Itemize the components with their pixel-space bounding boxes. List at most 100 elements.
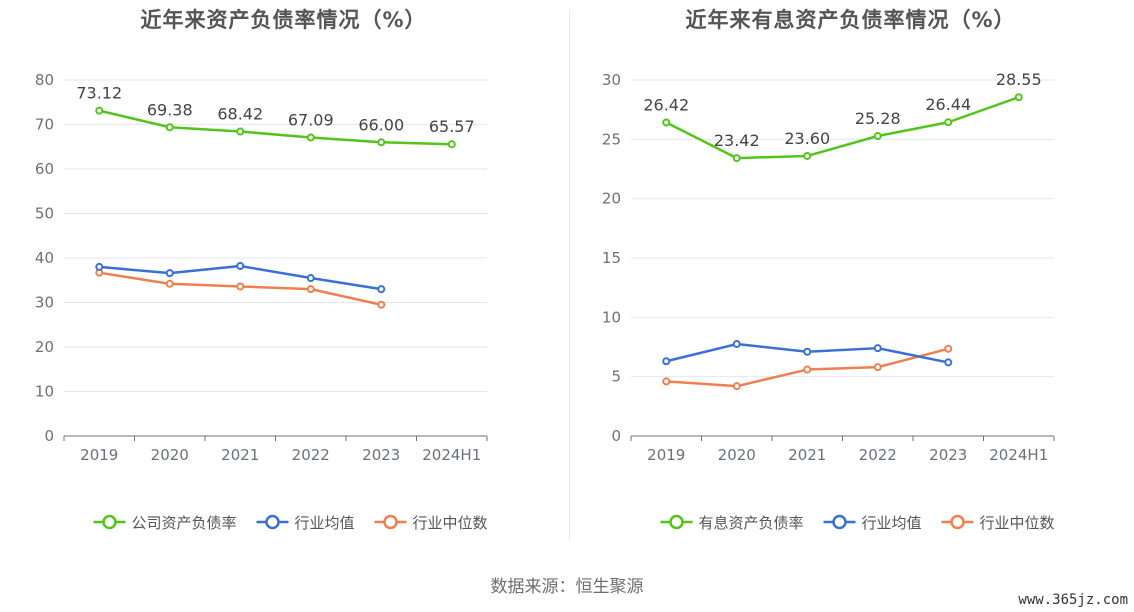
data-label: 26.44 (925, 95, 971, 114)
y-tick-label: 20 (602, 190, 621, 208)
data-point (95, 106, 104, 115)
x-tick-label: 2024H1 (989, 446, 1048, 464)
x-tick-label: 2021 (221, 446, 259, 464)
x-tick-label: 2021 (788, 446, 826, 464)
data-point (944, 358, 953, 367)
legend-marker (102, 514, 117, 530)
x-tick-label: 2019 (647, 446, 685, 464)
x-tick-label: 2023 (929, 446, 967, 464)
data-point (165, 123, 174, 132)
y-tick-label: 30 (35, 294, 54, 312)
x-tick-label: 2020 (151, 446, 189, 464)
chart-interest-debt-ratio: 0 5 10 15 20 25 30 2019 2020 2021 2022 2023 2024H1 26… (602, 70, 1055, 532)
x-tick-label: 2023 (362, 446, 400, 464)
data-label: 65.57 (429, 117, 475, 136)
data-point (165, 279, 174, 288)
legend-label: 行业中位数 (980, 514, 1055, 532)
legend-label: 公司资产负债率 (132, 514, 237, 532)
y-tick-label: 15 (602, 249, 621, 267)
data-point (1014, 93, 1023, 102)
legend-label: 行业中位数 (413, 514, 488, 532)
legend-item: 行业均值 (823, 514, 922, 532)
data-point (306, 274, 315, 283)
data-point (306, 133, 315, 142)
data-point (662, 118, 671, 127)
data-point (803, 365, 812, 374)
data-point (95, 262, 104, 271)
data-label: 23.60 (784, 129, 830, 148)
y-tick-label: 0 (611, 427, 621, 445)
data-point (944, 118, 953, 127)
data-label: 26.42 (643, 95, 689, 114)
data-point (732, 340, 741, 349)
y-tick-label: 70 (35, 116, 54, 134)
data-point (377, 138, 386, 147)
data-label: 23.42 (714, 131, 760, 150)
x-tick-label: 2019 (80, 446, 118, 464)
x-tick-label: 2020 (718, 446, 756, 464)
y-tick-label: 50 (35, 205, 54, 223)
data-point (803, 151, 812, 160)
data-label: 66.00 (358, 115, 404, 134)
data-point (165, 269, 174, 278)
data-label: 67.09 (288, 110, 334, 129)
data-point (306, 285, 315, 294)
data-point (944, 344, 953, 353)
watermark: www.365jz.com (1018, 592, 1128, 608)
legend-label: 有息资产负债率 (699, 514, 804, 532)
data-label: 25.28 (855, 109, 901, 128)
data-source-note: 数据来源：恒生聚源 (490, 577, 644, 597)
x-tick-label: 2024H1 (422, 446, 481, 464)
x-tick-label: 2022 (292, 446, 330, 464)
series-line (98, 109, 452, 146)
panel-divider (569, 10, 570, 540)
data-point (873, 132, 882, 141)
data-point (662, 357, 671, 366)
y-tick-label: 40 (35, 249, 54, 267)
x-tick-label: 2022 (859, 446, 897, 464)
y-tick-label: 0 (44, 427, 54, 445)
y-tick-label: 80 (35, 71, 54, 89)
y-tick-label: 30 (602, 71, 621, 89)
y-tick-label: 20 (35, 338, 54, 356)
chart-title: 近年来资产负债率情况（%） (140, 8, 427, 32)
legend-item: 公司资产负债率 (93, 514, 237, 532)
data-label: 73.12 (76, 84, 122, 103)
data-label: 28.55 (996, 70, 1042, 89)
legend-marker (383, 514, 398, 530)
data-label: 69.38 (147, 100, 193, 119)
y-tick-label: 60 (35, 160, 54, 178)
legend-marker (669, 514, 684, 530)
legend-item: 有息资产负债率 (660, 514, 804, 532)
legend-marker (950, 514, 965, 530)
legend-marker (832, 514, 847, 530)
data-point (236, 127, 245, 136)
data-point (873, 344, 882, 353)
data-point (662, 377, 671, 386)
y-tick-label: 10 (602, 308, 621, 326)
data-point (377, 300, 386, 309)
y-tick-label: 25 (602, 130, 621, 148)
data-point (236, 262, 245, 271)
data-point (873, 363, 882, 372)
data-point (236, 282, 245, 291)
data-point (447, 140, 456, 149)
data-point (377, 285, 386, 294)
series-line (665, 96, 1020, 160)
chart-panel-debt-ratio: 近年来资产负债率情况（%） 0 10 20 30 40 50 60 70 80 2019 2020 2… (0, 0, 567, 560)
chart-debt-ratio: 0 10 20 30 40 50 60 70 80 2019 2020 2021 2022 2023 202… (35, 71, 488, 532)
data-point (732, 154, 741, 163)
y-tick-label: 10 (35, 383, 54, 401)
data-point (803, 347, 812, 356)
legend-label: 行业均值 (295, 514, 355, 532)
chart-title: 近年来有息资产负债率情况（%） (685, 8, 1016, 32)
legend-item: 行业中位数 (941, 514, 1055, 532)
legend-item: 行业中位数 (374, 514, 488, 532)
y-tick-label: 5 (611, 368, 621, 386)
data-point (732, 382, 741, 391)
chart-panel-interest-debt-ratio: 近年来有息资产负债率情况（%） 0 5 10 15 20 25 30 2019 2020 2021… (567, 0, 1134, 560)
legend-item: 行业均值 (256, 514, 355, 532)
data-label: 68.42 (217, 105, 263, 124)
legend-marker (265, 514, 280, 530)
legend-label: 行业均值 (862, 514, 922, 532)
